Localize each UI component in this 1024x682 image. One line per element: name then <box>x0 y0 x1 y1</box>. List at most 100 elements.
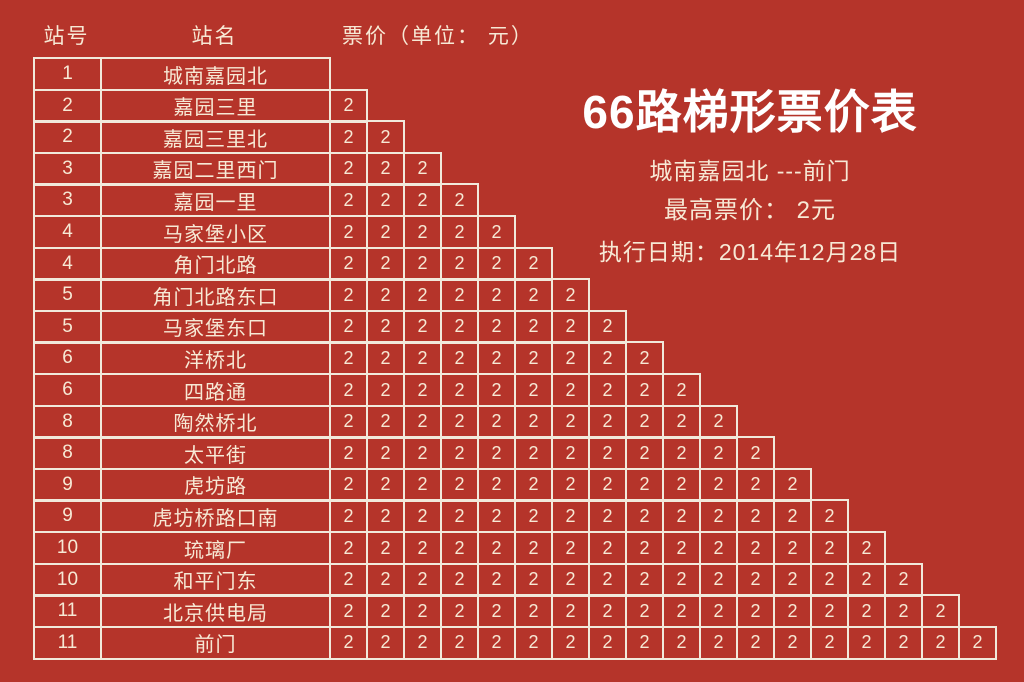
fare-cell: 2 <box>403 309 442 344</box>
fare-cell: 2 <box>477 246 516 281</box>
fare-cell: 2 <box>662 562 701 597</box>
effective-date: 执行日期：2014年12月28日 <box>598 239 902 265</box>
station-name-cell: 嘉园二里西门 <box>100 151 331 186</box>
fare-cell: 2 <box>699 625 738 660</box>
fare-cell: 2 <box>662 531 701 565</box>
fare-cell: 2 <box>366 436 405 471</box>
fare-cell: 2 <box>699 594 738 629</box>
fare-cell: 2 <box>440 309 479 344</box>
fare-cell: 2 <box>551 594 590 629</box>
fare-cell: 2 <box>403 341 442 376</box>
fare-cell: 2 <box>366 246 405 281</box>
fare-cell: 2 <box>662 373 701 407</box>
fare-cell: 2 <box>366 341 405 376</box>
fare-cell: 2 <box>699 562 738 597</box>
table-row: 1 城南嘉园北 <box>33 57 331 91</box>
station-name-cell: 前门 <box>100 625 331 660</box>
fare-cell: 2 <box>329 594 368 629</box>
fare-cell: 2 <box>551 499 590 534</box>
fare-cell: 2 <box>477 215 516 249</box>
fare-cell: 2 <box>736 499 775 534</box>
fare-cell: 2 <box>662 436 701 471</box>
fare-cell: 2 <box>477 531 516 565</box>
fare-cell: 2 <box>403 278 442 313</box>
fare-cell: 2 <box>477 594 516 629</box>
fare-cell: 2 <box>588 625 627 660</box>
fare-cell: 2 <box>736 436 775 471</box>
table-row: 3 嘉园二里西门 2 2 2 <box>33 151 442 186</box>
fare-cell: 2 <box>403 373 442 407</box>
fare-cell: 2 <box>921 594 960 629</box>
station-no-cell: 5 <box>33 278 102 313</box>
fare-cell: 2 <box>551 531 590 565</box>
fare-cell: 2 <box>477 467 516 502</box>
fare-cell: 2 <box>403 436 442 471</box>
fare-cell: 2 <box>477 373 516 407</box>
fare-cell: 2 <box>440 404 479 439</box>
fare-cell: 2 <box>588 499 627 534</box>
fare-cell: 2 <box>440 436 479 471</box>
table-row: 3 嘉园一里 2 2 2 2 <box>33 183 479 218</box>
fare-cell: 2 <box>329 562 368 597</box>
header-fare-unit: 票价（单位： 元） <box>342 25 534 48</box>
fare-cell: 2 <box>847 625 886 660</box>
fare-cell: 2 <box>440 531 479 565</box>
table-row: 10 琉璃厂 2 2 2 2 2 2 2 2 2 2 2 2 2 2 2 <box>33 531 886 565</box>
station-name-cell: 四路通 <box>100 373 331 407</box>
fare-cell: 2 <box>736 531 775 565</box>
fare-cell: 2 <box>329 309 368 344</box>
fare-cell: 2 <box>773 499 812 534</box>
fare-cell: 2 <box>366 120 405 155</box>
table-row: 8 陶然桥北 2 2 2 2 2 2 2 2 2 2 2 <box>33 404 738 439</box>
fare-cell: 2 <box>477 625 516 660</box>
fare-cell: 2 <box>514 499 553 534</box>
fare-cell: 2 <box>514 562 553 597</box>
station-no-cell: 6 <box>33 341 102 376</box>
fare-cell: 2 <box>736 562 775 597</box>
fare-cell: 2 <box>366 215 405 249</box>
fare-cell: 2 <box>477 404 516 439</box>
fare-cell: 2 <box>551 341 590 376</box>
fare-cell: 2 <box>514 594 553 629</box>
fare-cell: 2 <box>366 499 405 534</box>
fare-cell: 2 <box>366 531 405 565</box>
fare-cell: 2 <box>366 467 405 502</box>
fare-cell: 2 <box>699 404 738 439</box>
fare-cell: 2 <box>551 625 590 660</box>
fare-cell: 2 <box>366 594 405 629</box>
fare-cell: 2 <box>514 278 553 313</box>
fare-cell: 2 <box>625 625 664 660</box>
fare-cell: 2 <box>329 436 368 471</box>
table-row: 9 虎坊桥路口南 2 2 2 2 2 2 2 2 2 2 2 2 2 2 <box>33 499 849 534</box>
table-row: 11 北京供电局 2 2 2 2 2 2 2 2 2 2 2 2 2 2 2 2 2 <box>33 594 960 629</box>
fare-cell: 2 <box>403 467 442 502</box>
fare-cell: 2 <box>588 341 627 376</box>
fare-cell: 2 <box>477 436 516 471</box>
fare-cell: 2 <box>329 183 368 218</box>
station-name-cell: 角门北路东口 <box>100 278 331 313</box>
fare-cell: 2 <box>810 499 849 534</box>
fare-cell: 2 <box>514 373 553 407</box>
station-no-cell: 6 <box>33 373 102 407</box>
table-row: 2 嘉园三里 2 <box>33 88 368 123</box>
station-name-cell: 角门北路 <box>100 246 331 281</box>
fare-cell: 2 <box>625 436 664 471</box>
fare-cell: 2 <box>625 373 664 407</box>
fare-cell: 2 <box>440 373 479 407</box>
table-row: 11 前门 2 2 2 2 2 2 2 2 2 2 2 2 2 2 2 2 2 2 <box>33 625 997 660</box>
fare-cell: 2 <box>551 373 590 407</box>
fare-cell: 2 <box>884 625 923 660</box>
fare-cell: 2 <box>699 436 738 471</box>
fare-cell: 2 <box>773 531 812 565</box>
fare-cell: 2 <box>366 404 405 439</box>
fare-cell: 2 <box>403 404 442 439</box>
fare-cell: 2 <box>440 625 479 660</box>
fare-cell: 2 <box>551 309 590 344</box>
fare-cell: 2 <box>921 625 960 660</box>
fare-cell: 2 <box>514 309 553 344</box>
station-no-cell: 3 <box>33 151 102 186</box>
fare-cell: 2 <box>625 467 664 502</box>
station-no-cell: 10 <box>33 562 102 597</box>
table-row: 5 马家堡东口 2 2 2 2 2 2 2 2 <box>33 309 627 344</box>
fare-cell: 2 <box>736 594 775 629</box>
